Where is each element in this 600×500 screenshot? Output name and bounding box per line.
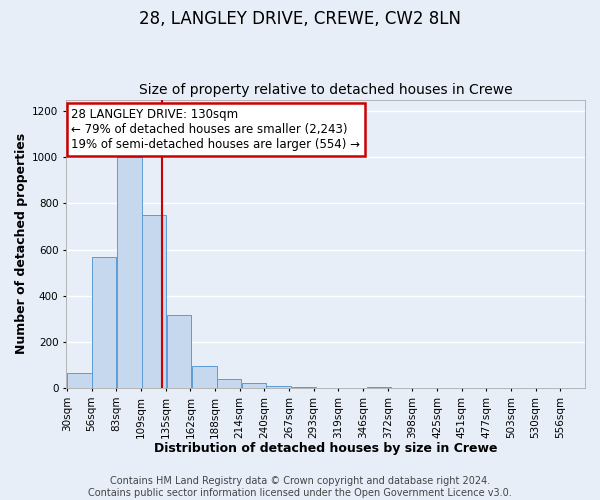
Title: Size of property relative to detached houses in Crewe: Size of property relative to detached ho… <box>139 83 512 97</box>
Bar <box>217 379 241 388</box>
Bar <box>266 386 291 388</box>
Text: 28 LANGLEY DRIVE: 130sqm
← 79% of detached houses are smaller (2,243)
19% of sem: 28 LANGLEY DRIVE: 130sqm ← 79% of detach… <box>71 108 360 151</box>
Bar <box>167 316 191 388</box>
Bar <box>67 373 92 388</box>
Bar <box>193 366 217 388</box>
Bar <box>118 158 142 388</box>
Bar <box>142 215 166 388</box>
Bar <box>242 384 266 388</box>
X-axis label: Distribution of detached houses by size in Crewe: Distribution of detached houses by size … <box>154 442 497 455</box>
Bar <box>292 387 316 388</box>
Text: Contains HM Land Registry data © Crown copyright and database right 2024.
Contai: Contains HM Land Registry data © Crown c… <box>88 476 512 498</box>
Bar <box>92 256 116 388</box>
Text: 28, LANGLEY DRIVE, CREWE, CW2 8LN: 28, LANGLEY DRIVE, CREWE, CW2 8LN <box>139 10 461 28</box>
Y-axis label: Number of detached properties: Number of detached properties <box>15 133 28 354</box>
Bar <box>367 387 391 388</box>
